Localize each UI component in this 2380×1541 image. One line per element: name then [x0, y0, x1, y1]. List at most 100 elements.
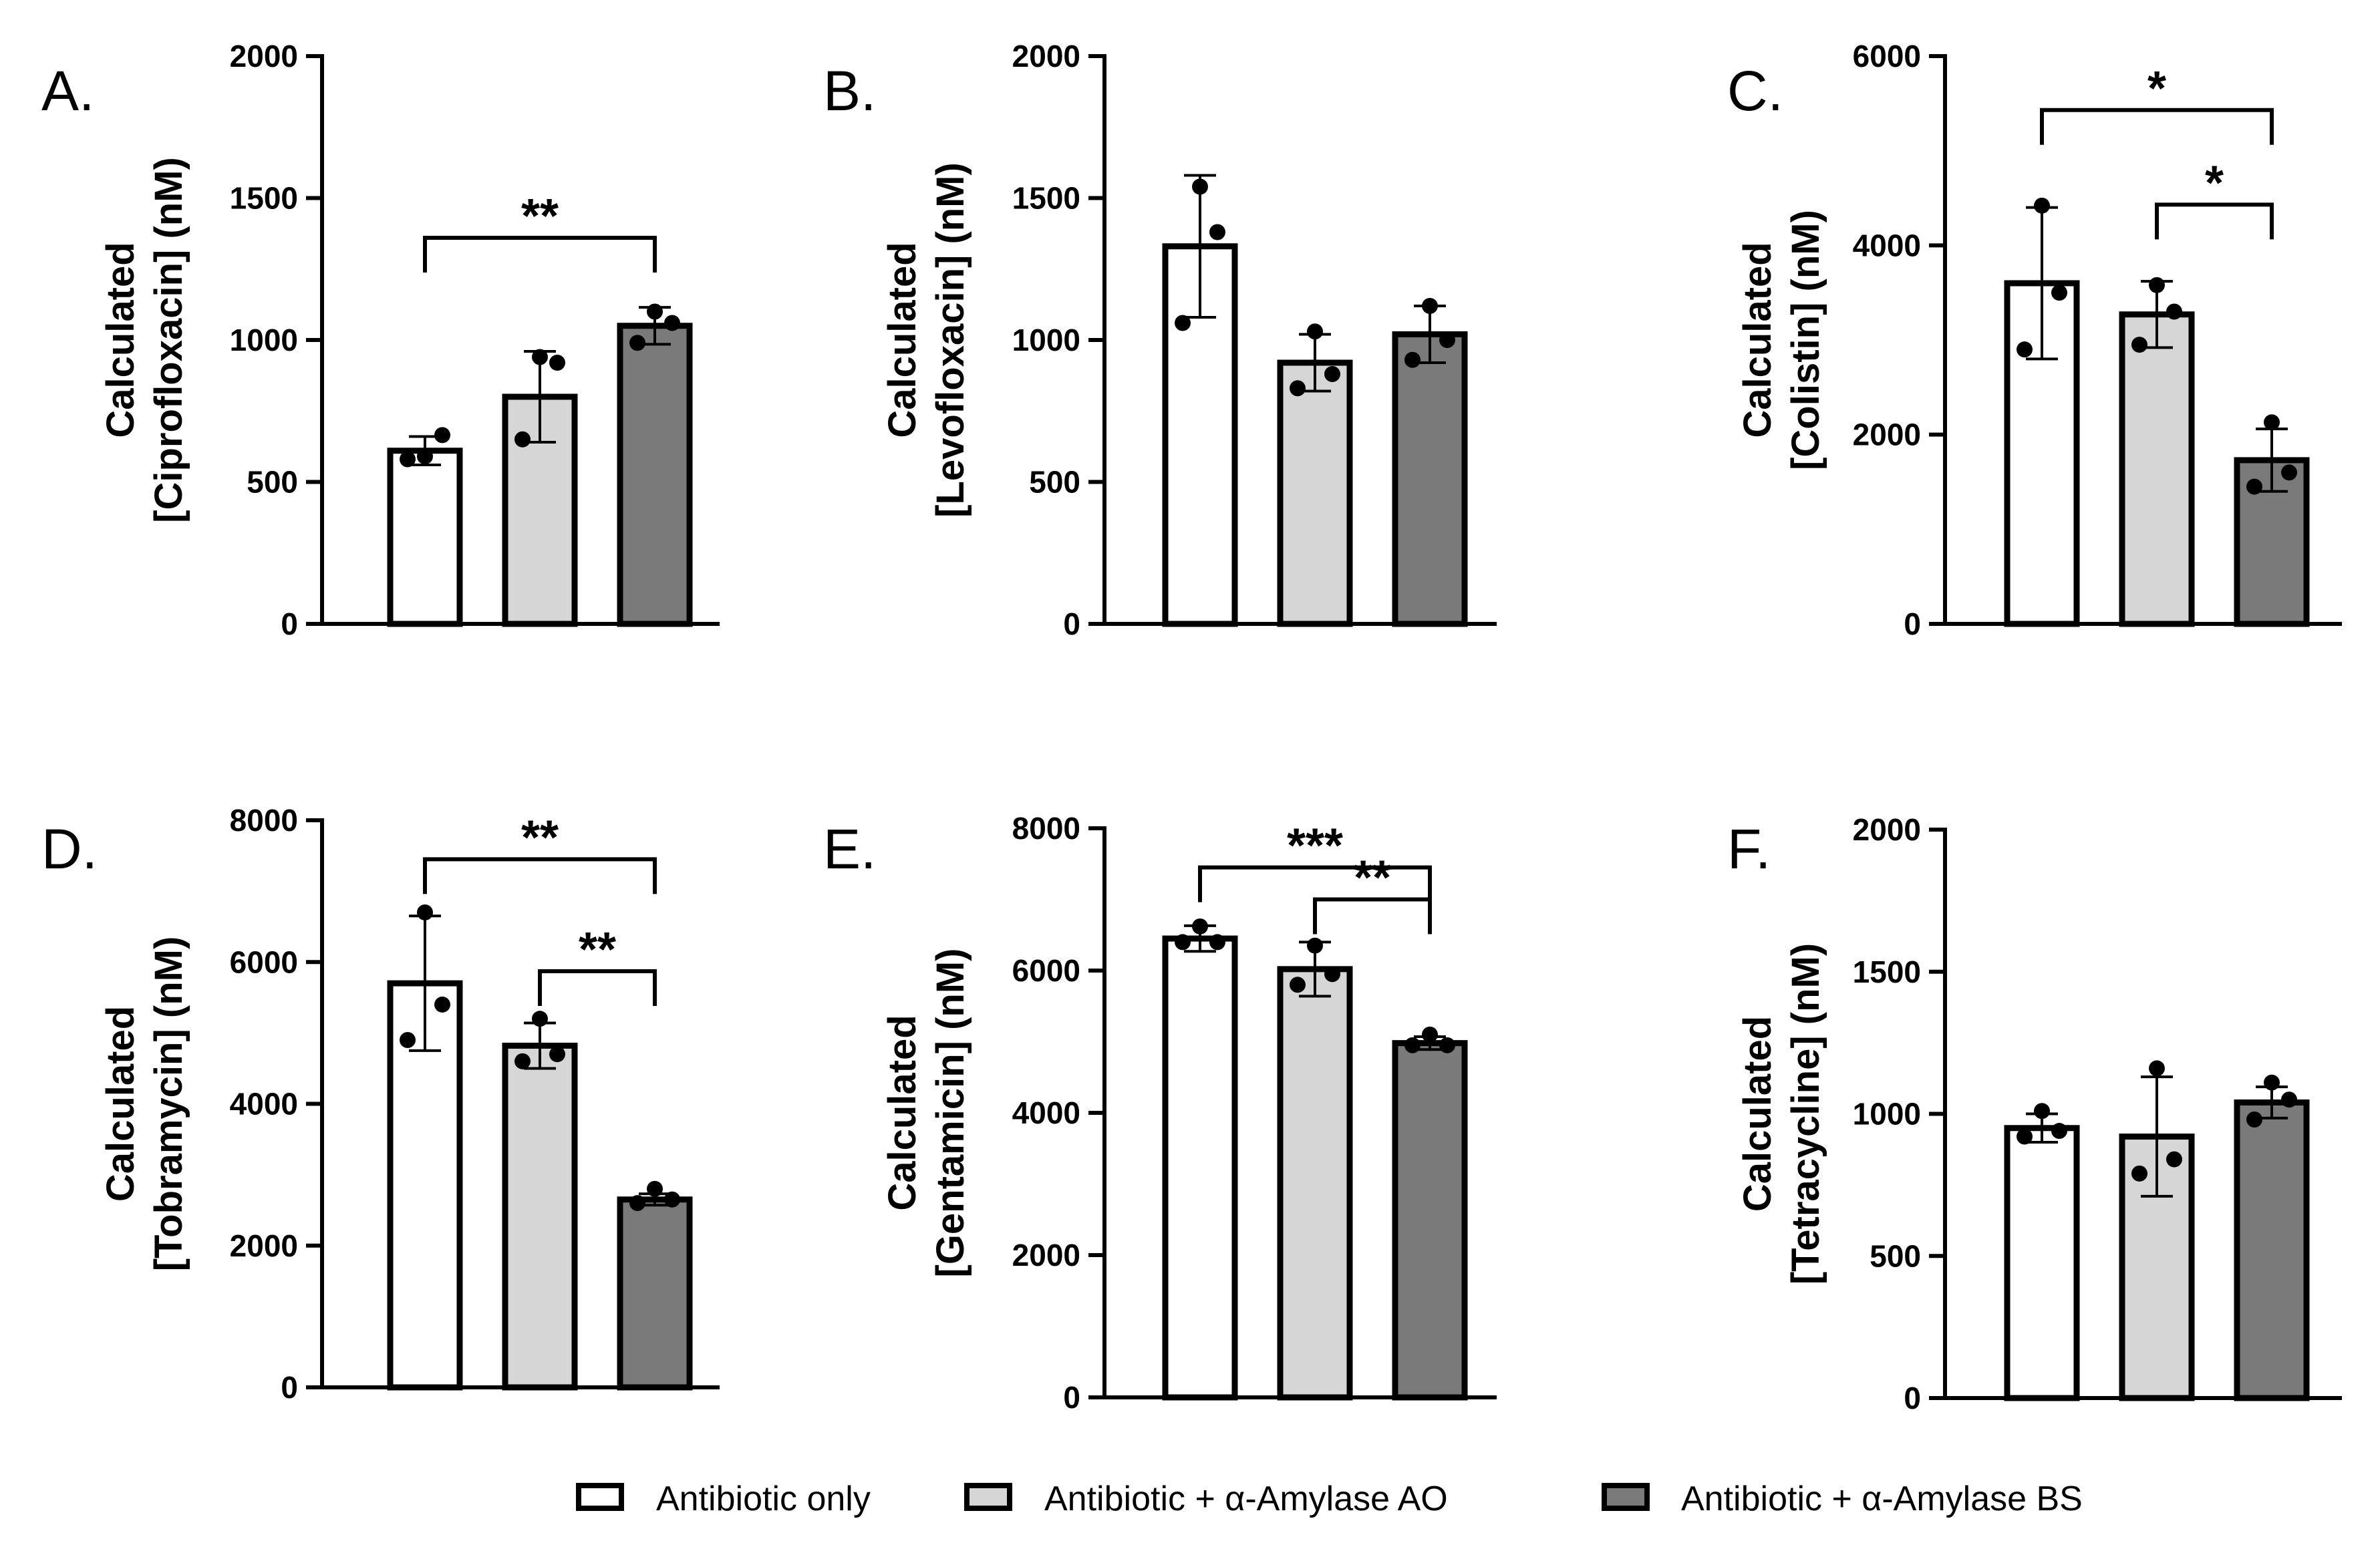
chart-panel-6: F. Calculated [Tetracycline] (nM) 0 500 1000 1… — [1727, 812, 2342, 1415]
panel-label: A. — [41, 59, 94, 122]
data-point — [1439, 1037, 1455, 1053]
significance-bracket — [538, 969, 657, 1007]
significance-bracket — [1313, 897, 1432, 934]
data-point — [2166, 1151, 2182, 1168]
bar — [387, 448, 463, 627]
bar — [1392, 1040, 1468, 1401]
data-point — [434, 996, 450, 1013]
data-point — [629, 335, 645, 351]
data-point — [647, 1180, 663, 1197]
y-axis-label: [Colistin] (nM) — [1784, 210, 1827, 470]
chart-panel-2: B. Calculated [Levofloxacin] (nM) 0 500 1000 1… — [823, 39, 1497, 641]
data-point — [2281, 1091, 2297, 1108]
significance-label: *** — [1287, 820, 1343, 873]
data-point — [1422, 298, 1438, 314]
significance-bracket — [423, 236, 657, 273]
legend-swatch — [576, 1483, 624, 1511]
y-axis-label: Calculated — [1736, 242, 1779, 438]
data-point — [2051, 1123, 2067, 1140]
y-tick-label: 4000 — [1012, 1095, 1080, 1130]
y-tick-label: 1000 — [1012, 323, 1080, 357]
significance-bracket — [2155, 202, 2274, 240]
y-tick-label: 0 — [1904, 1381, 1921, 1415]
significance-bracket — [1198, 865, 1432, 902]
y-tick-label: 2000 — [1012, 1238, 1080, 1272]
y-tick-label: 500 — [1870, 1238, 1921, 1273]
y-axis-label: Calculated — [99, 242, 142, 438]
data-point — [1290, 977, 1306, 993]
data-point — [664, 1191, 680, 1208]
y-tick-label: 1500 — [230, 181, 298, 216]
bar — [2234, 1099, 2310, 1401]
data-point — [2149, 277, 2165, 293]
bar — [2004, 1125, 2080, 1401]
data-point — [1324, 366, 1340, 382]
y-tick-label: 2000 — [1012, 39, 1080, 73]
y-tick-label: 2000 — [1853, 812, 1921, 847]
y-axis-label: Calculated — [881, 242, 924, 438]
significance-label: ** — [521, 811, 559, 864]
data-point — [2149, 1060, 2165, 1077]
data-point — [1422, 1026, 1438, 1043]
y-axis-label: [Tetracycline] (nM) — [1784, 943, 1827, 1285]
y-tick-label: 0 — [281, 607, 298, 641]
data-point — [1209, 934, 1225, 951]
y-axis-label: Calculated — [881, 1015, 924, 1210]
data-point — [400, 1031, 416, 1048]
data-point — [532, 1011, 548, 1027]
legend-label: Antibiotic only — [656, 1480, 871, 1518]
significance-bracket — [423, 857, 657, 894]
y-tick-label: 2000 — [1853, 417, 1921, 452]
data-point — [1192, 178, 1208, 195]
bar — [2004, 280, 2080, 627]
data-point — [417, 448, 433, 465]
legend-label: Antibiotic + α-Amylase BS — [1681, 1480, 2083, 1518]
y-tick-label: 1500 — [1012, 181, 1080, 216]
y-tick-label: 1000 — [230, 323, 298, 357]
data-point — [400, 451, 416, 468]
data-point — [2034, 1103, 2050, 1120]
bar — [1162, 935, 1238, 1401]
legend: Antibiotic only Antibiotic + α-Amylase AO… — [576, 1480, 2083, 1518]
y-tick-label: 6000 — [1853, 39, 1921, 73]
panel-label: E. — [823, 818, 876, 880]
data-point — [2246, 1111, 2262, 1128]
panel-label: F. — [1727, 818, 1771, 880]
y-tick-label: 500 — [247, 465, 298, 500]
data-point — [417, 904, 433, 920]
bar — [2119, 311, 2195, 627]
data-point — [2017, 1128, 2033, 1145]
data-point — [434, 427, 450, 444]
chart-panel-4: D. Calculated [Tobramycin] (nM) 0 2000 4000 60… — [41, 803, 720, 1405]
y-tick-label: 500 — [1029, 465, 1080, 500]
y-tick-label: 1000 — [1853, 1097, 1921, 1132]
bar — [1277, 359, 1353, 627]
data-point — [514, 1053, 531, 1069]
y-axis-label: [Tobramycin] (nM) — [147, 936, 190, 1272]
y-tick-label: 2000 — [230, 1228, 298, 1263]
legend-swatch — [964, 1483, 1012, 1511]
y-tick-label: 0 — [1063, 1380, 1080, 1415]
y-axis-label: [Levofloxacin] (nM) — [929, 162, 972, 518]
data-point — [1439, 332, 1455, 348]
y-tick-label: 2000 — [230, 39, 298, 73]
data-point — [2131, 1165, 2147, 1182]
legend-swatch — [1602, 1483, 1650, 1511]
bar — [617, 323, 693, 627]
panel-label: B. — [823, 59, 876, 122]
data-point — [549, 1046, 565, 1063]
bar — [502, 1042, 578, 1391]
significance-label: * — [2205, 156, 2224, 210]
data-point — [1175, 934, 1191, 951]
significance-label: * — [2147, 62, 2166, 116]
data-point — [629, 1195, 645, 1212]
data-point — [2246, 478, 2262, 495]
y-tick-label: 0 — [281, 1370, 298, 1405]
y-tick-label: 6000 — [1012, 953, 1080, 988]
y-tick-label: 1500 — [1853, 955, 1921, 989]
chart-panel-3: C. Calculated [Colistin] (nM) 0 2000 4000 6000… — [1727, 39, 2342, 641]
data-point — [2034, 197, 2050, 214]
panel-label: D. — [41, 818, 98, 880]
